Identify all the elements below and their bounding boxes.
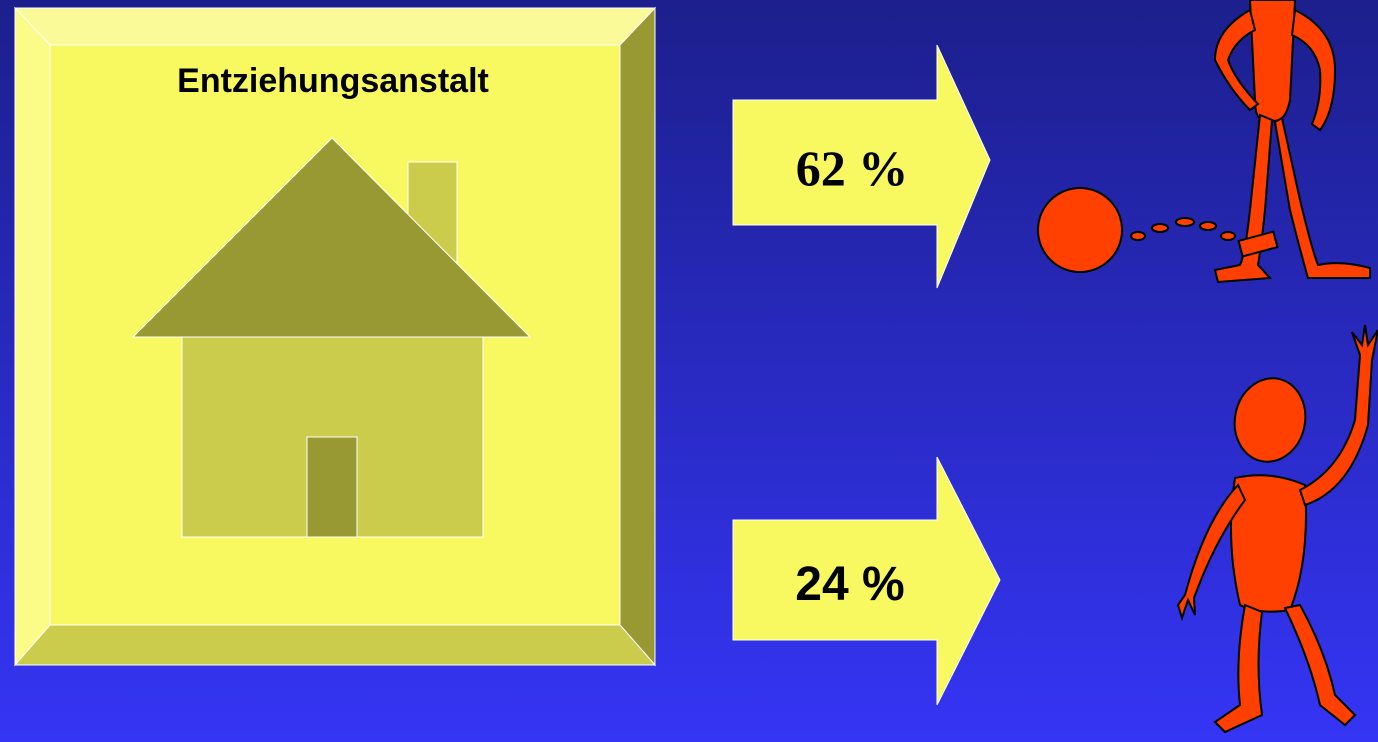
box-label: Entziehungsanstalt [177,62,489,100]
house [131,137,532,538]
free-figure [1176,324,1378,734]
arrow-label: 62 % [796,140,909,196]
arrow [732,456,1001,706]
prisoner-figure [1037,0,1371,284]
arrow [732,44,991,289]
arrow-label: 24 % [795,558,904,611]
